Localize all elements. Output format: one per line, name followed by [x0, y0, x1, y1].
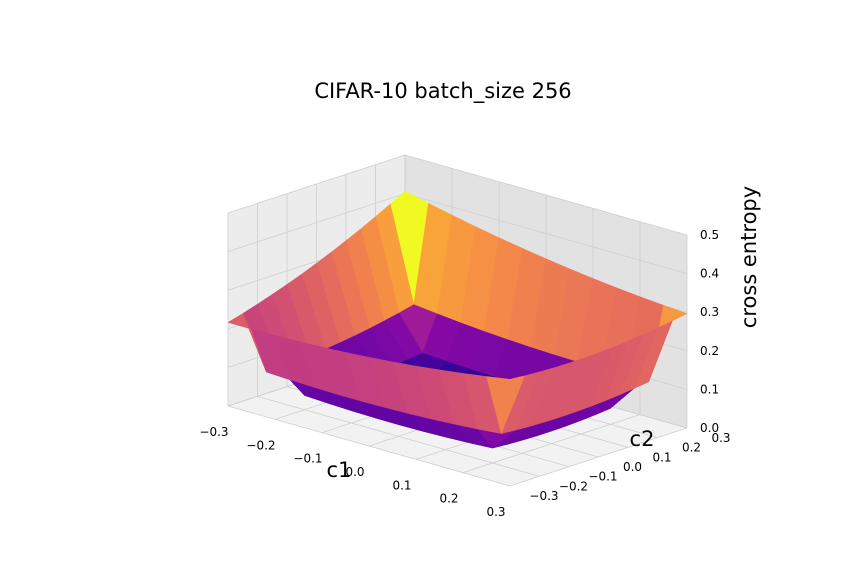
x-tick-label: 0.3 [486, 505, 505, 519]
z-tick-label: 0.3 [700, 305, 719, 319]
gridline-z-back [404, 154, 688, 236]
y-tick-label: 0.2 [682, 441, 701, 455]
y-tick-label: −0.2 [559, 479, 588, 493]
gridline-z-left [227, 193, 406, 252]
y-axis-label: c2 [630, 427, 655, 451]
gridline-z-back [404, 193, 688, 274]
z-tick-label: 0.0 [700, 421, 719, 435]
x-axis-label: c1 [327, 458, 352, 482]
y-tick-label: 0.1 [652, 450, 671, 464]
axes-ticks: −0.3−0.2−0.10.00.10.20.3−0.3−0.2−0.10.00… [199, 228, 730, 519]
gridline-y-floor [257, 395, 540, 477]
y-tick-label: −0.1 [588, 470, 617, 484]
z-tick-label: 0.5 [700, 228, 719, 242]
x-tick-label: 0.2 [439, 492, 458, 506]
chart-title: CIFAR-10 batch_size 256 [314, 79, 571, 104]
loss-surface [227, 190, 688, 449]
z-axis-label: cross entropy [737, 186, 761, 328]
x-tick-label: −0.3 [199, 425, 228, 439]
x-tick-label: 0.0 [345, 465, 364, 479]
z-tick-label: 0.1 [700, 382, 719, 396]
y-tick-label: 0.3 [711, 431, 730, 445]
x-tick-label: 0.1 [392, 478, 411, 492]
y-tick-label: −0.3 [529, 489, 558, 503]
y-tick-label: 0.0 [623, 460, 642, 474]
surface-facet [486, 375, 526, 435]
z-tick-label: 0.2 [700, 344, 719, 358]
gridline-z-left [227, 154, 406, 214]
z-tick-label: 0.4 [700, 267, 719, 281]
x-tick-label: −0.2 [246, 438, 275, 452]
x-tick-label: −0.1 [293, 452, 322, 466]
gridline-y-floor [227, 405, 511, 487]
